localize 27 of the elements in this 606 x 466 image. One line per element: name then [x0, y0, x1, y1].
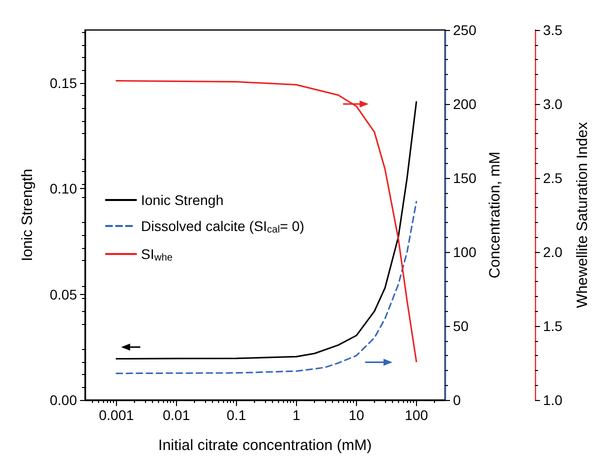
- y-axis-title: Ionic Strength: [19, 168, 36, 262]
- y3-tick-label: 2.5: [543, 170, 563, 186]
- x-tick-label: 0.1: [226, 407, 246, 423]
- y2-tick-label: 250: [453, 22, 477, 38]
- y-tick-label: 0.10: [50, 180, 78, 197]
- x-tick-label: 1: [292, 407, 300, 423]
- y2-tick-label: 150: [453, 170, 477, 186]
- y2-tick-label: 50: [453, 318, 469, 334]
- x-axis-title: Initial citrate concentration (mM): [158, 437, 372, 454]
- y2-tick-label: 0: [453, 392, 461, 408]
- y3-tick-label: 2.0: [543, 244, 563, 260]
- y-tick-label: 0.05: [50, 286, 78, 302]
- x-tick-label: 100: [404, 407, 428, 423]
- y-tick-label: 0.15: [50, 74, 78, 91]
- y3-tick-label: 1.0: [543, 392, 563, 408]
- y3-tick-label: 1.5: [543, 318, 563, 334]
- x-tick-label: 0.001: [98, 407, 134, 423]
- x-tick-label: 0.01: [162, 407, 190, 423]
- y3-tick-label: 3.5: [543, 22, 563, 38]
- y2-axis-title: Concentration, mM: [486, 152, 504, 278]
- y3-axis-title: Whewellite Saturation Index: [574, 122, 591, 308]
- x-tick-label: 10: [348, 407, 364, 423]
- y3-tick-label: 3.0: [543, 96, 563, 112]
- y2-tick-label: 200: [453, 96, 477, 112]
- y-tick-label: 0.00: [50, 392, 78, 408]
- y2-tick-label: 100: [453, 244, 477, 260]
- legend-label: Ionic Strengh: [141, 192, 224, 208]
